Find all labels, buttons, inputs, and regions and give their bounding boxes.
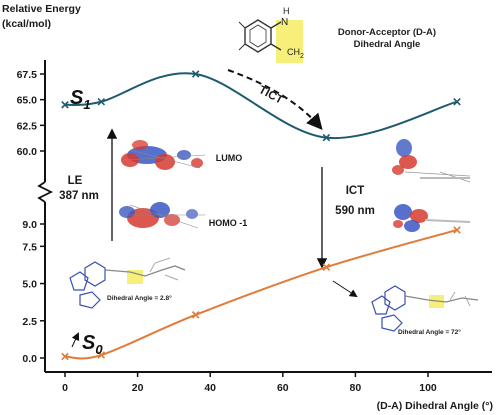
y-tick-label: 60.0 — [17, 146, 38, 158]
s1-data-point — [453, 97, 461, 106]
s1-data-point — [191, 70, 200, 78]
s0-data-point — [97, 351, 106, 359]
y-axis-break-mark — [37, 181, 54, 203]
x-tick-label: 20 — [132, 382, 144, 394]
le-label: LE — [68, 175, 83, 187]
da-title-line1: Donor-Acceptor (D-A) — [338, 27, 436, 38]
x-tick-label: 40 — [204, 382, 216, 394]
lumo-orbital-right — [392, 139, 471, 183]
pointer-left — [71, 332, 80, 348]
nh-hydrogen-label: H — [283, 6, 290, 16]
dihedral-label-left: Dihedral Angle = 2.8° — [107, 294, 172, 302]
x-tick-label: 80 — [350, 382, 362, 394]
y-tick-label: 9.0 — [22, 219, 37, 231]
molecule-planar-left — [69, 257, 186, 309]
pointer-right — [332, 280, 358, 298]
s0-curve — [64, 228, 458, 360]
ict-nm-label: 590 nm — [335, 205, 375, 217]
x-tick-label: 0 — [62, 382, 68, 394]
lumo-label: LUMO — [216, 153, 243, 163]
da-title-line2: Dihedral Angle — [354, 39, 421, 50]
x-tick-label: 100 — [419, 382, 437, 394]
s1-data-point — [97, 97, 106, 106]
y-axis-title-line1: Relative Energy — [2, 3, 81, 15]
homo-orbital-left — [119, 202, 205, 229]
s1-data-point — [61, 101, 69, 109]
s0-data-point — [61, 352, 69, 361]
ch2-label: CH2 — [287, 47, 304, 60]
x-tick-label: 60 — [277, 382, 289, 394]
y-tick-label: 2.5 — [22, 316, 37, 328]
tict-label: TICT — [257, 84, 285, 107]
s0-data-point — [453, 226, 461, 234]
le-nm-label: 387 nm — [59, 190, 99, 202]
ict-label: ICT — [346, 185, 365, 197]
s0-data-point — [322, 263, 331, 271]
s0-data-point — [191, 311, 200, 319]
tict-arrow — [227, 69, 323, 131]
s0-label: S0 — [82, 332, 103, 357]
s1-label: S1 — [70, 87, 91, 112]
y-tick-label: 67.5 — [17, 69, 38, 81]
dihedral-label-right: Dihedral Angle = 72° — [398, 328, 461, 336]
s1-curve — [64, 72, 458, 140]
y-tick-label: 0.0 — [22, 353, 37, 365]
y-tick-label: 7.5 — [22, 241, 37, 253]
y-tick-label: 65.0 — [17, 95, 38, 107]
y-tick-label: 5.0 — [22, 279, 37, 291]
lumo-orbital-left — [121, 140, 206, 170]
s1-data-point — [322, 133, 331, 142]
homo-orbital-right — [393, 204, 471, 232]
nh-nitrogen-label: N — [281, 17, 288, 28]
donor-acceptor-structure: H N CH2 — [238, 6, 304, 63]
y-tick-label: 62.5 — [17, 120, 38, 132]
molecule-twisted-right — [371, 285, 479, 332]
x-axis-title: (D-A) Dihedral Angle (°) — [377, 400, 493, 412]
y-axis-title-line2: (kcal/mol) — [2, 18, 51, 30]
homo-label: HOMO -1 — [209, 218, 248, 228]
